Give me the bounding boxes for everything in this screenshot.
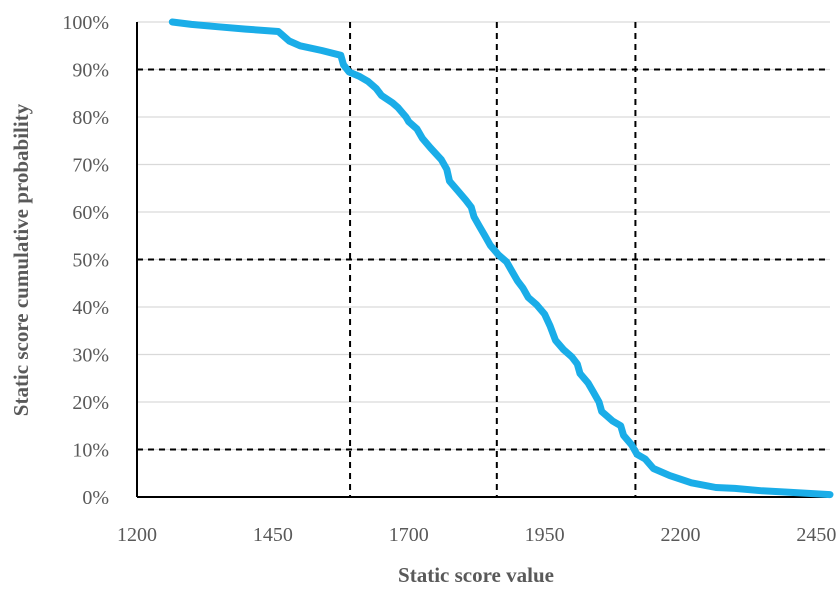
y-tick-label: 0% bbox=[82, 487, 109, 509]
y-tick-label: 50% bbox=[72, 250, 109, 272]
y-tick-label: 30% bbox=[72, 345, 109, 367]
x-tick-label: 2200 bbox=[661, 524, 701, 546]
axes bbox=[136, 22, 830, 498]
y-tick-label: 60% bbox=[72, 202, 109, 224]
x-tick-label: 2450 bbox=[796, 524, 836, 546]
x-tick-label: 1700 bbox=[389, 524, 429, 546]
y-tick-label: 80% bbox=[72, 107, 109, 129]
x-tick-label: 1450 bbox=[253, 524, 293, 546]
reference-lines bbox=[137, 22, 830, 497]
y-axis-title: Static score cumulative probability bbox=[9, 103, 33, 416]
y-tick-label: 70% bbox=[72, 155, 109, 177]
y-tick-labels: 0% 10% 20% 30% 40% 50% 60% 70% 80% 90% 100% bbox=[62, 12, 109, 509]
series-layer bbox=[168, 18, 834, 499]
y-tick-label: 10% bbox=[72, 440, 109, 462]
y-tick-label: 20% bbox=[72, 392, 109, 414]
x-tick-label: 1200 bbox=[117, 524, 157, 546]
x-tick-label: 1950 bbox=[525, 524, 565, 546]
series-line bbox=[168, 18, 834, 499]
y-tick-label: 90% bbox=[72, 60, 109, 82]
y-tick-label: 40% bbox=[72, 297, 109, 319]
x-axis-title: Static score value bbox=[398, 563, 554, 587]
y-tick-label: 100% bbox=[62, 12, 109, 34]
x-tick-labels: 1200 1450 1700 1950 2200 2450 bbox=[117, 524, 836, 546]
